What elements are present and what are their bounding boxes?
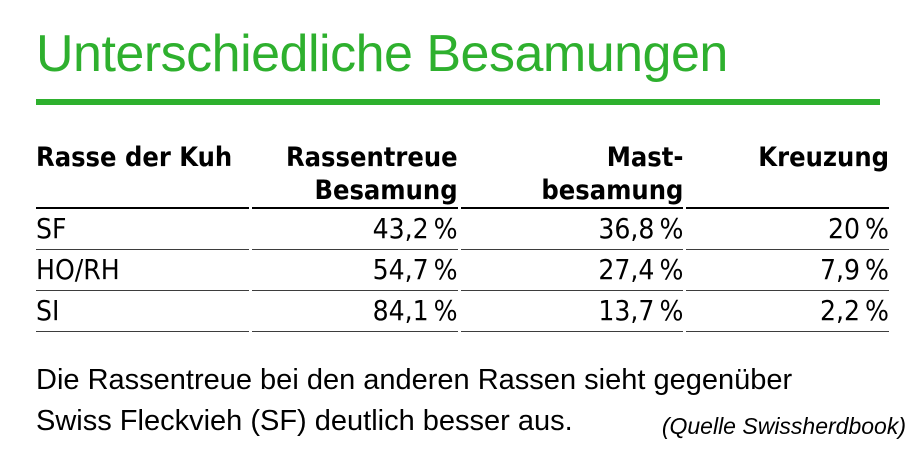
table-row-sf: SF 43,2 % 36,8 % 20 % xyxy=(36,209,889,250)
column-header-rasse: Rasse der Kuh xyxy=(36,141,249,209)
column-header-line: Mast- xyxy=(606,142,684,173)
value-rassentreue: 54,7 % xyxy=(251,250,458,291)
caption: Die Rassentreue bei den anderen Rassen s… xyxy=(36,360,906,442)
value-rassentreue: 84,1 % xyxy=(251,291,458,332)
value-kreuzung: 20 % xyxy=(686,209,889,250)
value-kreuzung: 7,9 % xyxy=(686,250,889,291)
column-header-line: Besamung xyxy=(314,175,458,206)
value-mastbesamung: 36,8 % xyxy=(460,209,684,250)
caption-line-1: Die Rassentreue bei den anderen Rassen s… xyxy=(36,364,793,396)
value-kreuzung: 2,2 % xyxy=(686,291,889,332)
row-label: HO/RH xyxy=(36,250,249,291)
column-header-line: Rasse der Kuh xyxy=(36,142,233,173)
column-header-line: Rassentreue xyxy=(285,142,458,173)
source-note: (Quelle Swissherdbook) xyxy=(661,413,906,439)
column-header-rassentreue-besamung: Rassentreue Besamung xyxy=(251,141,458,209)
row-label: SI xyxy=(36,291,249,332)
table-header-row: Rasse der Kuh Rassentreue Besamung Mast-… xyxy=(36,141,889,209)
table-row-si: SI 84,1 % 13,7 % 2,2 % xyxy=(36,291,889,332)
table-row-ho-rh: HO/RH 54,7 % 27,4 % 7,9 % xyxy=(36,250,889,291)
row-label: SF xyxy=(36,209,249,250)
column-header-mastbesamung: Mast- besamung xyxy=(460,141,684,209)
value-rassentreue: 43,2 % xyxy=(251,209,458,250)
besamungen-table: Rasse der Kuh Rassentreue Besamung Mast-… xyxy=(33,141,892,332)
title-underline-rule xyxy=(36,99,880,105)
caption-line-2: Swiss Fleckvieh (SF) deutlich besser aus… xyxy=(36,405,573,437)
column-header-line: Kreuzung xyxy=(758,142,889,173)
column-header-line: besamung xyxy=(541,175,684,206)
value-mastbesamung: 13,7 % xyxy=(460,291,684,332)
page-title: Unterschiedliche Besamungen xyxy=(36,25,728,83)
column-header-kreuzung: Kreuzung xyxy=(686,141,889,209)
value-mastbesamung: 27,4 % xyxy=(460,250,684,291)
